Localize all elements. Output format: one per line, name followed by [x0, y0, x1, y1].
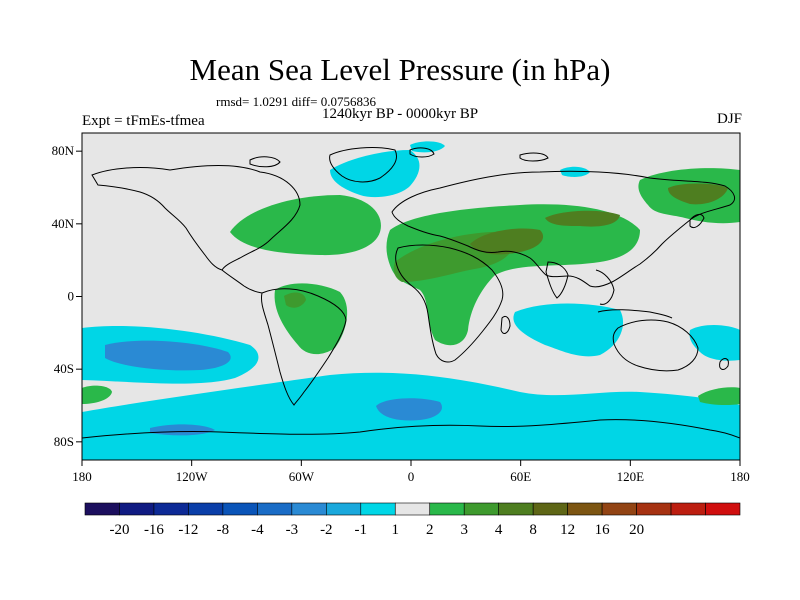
colorbar-label: -4	[251, 522, 264, 538]
period-subtitle: 1240kyr BP - 0000kyr BP	[322, 106, 479, 122]
colorbar: -20 -16 -12 -8 -4 -3 -2 -1 1 2 3 4 8 12 16 20	[84, 502, 741, 538]
colorbar-swatch	[153, 502, 189, 516]
colorbar-swatch	[705, 502, 741, 516]
coast-africa	[395, 244, 504, 363]
lon-tick-label: 60W	[289, 469, 315, 484]
colorbar-label: 4	[495, 522, 503, 538]
colorbar-swatch	[636, 502, 672, 516]
longitude-axis: 180 120W 60W 0 60E 120E 180	[72, 460, 750, 484]
colorbar-label: 3	[460, 522, 468, 538]
indian-ocean-low	[513, 303, 624, 357]
colorbar-swatch	[326, 502, 362, 516]
coast-new-zealand	[719, 358, 729, 370]
coast-indonesia	[597, 309, 673, 319]
central-asia-high-core	[545, 210, 620, 227]
colorbar-label: 20	[629, 522, 644, 538]
lat-tick-label: 40N	[52, 216, 75, 231]
colorbar-swatch	[601, 502, 637, 516]
coast-north-america	[91, 164, 301, 271]
south-atlantic-low-core	[376, 398, 442, 421]
coast-se-asia	[595, 269, 615, 305]
colorbar-swatch	[429, 502, 465, 516]
west-pacific-low	[689, 325, 740, 361]
coast-greenland	[329, 147, 397, 183]
season-label: DJF	[716, 111, 742, 127]
coastlines	[82, 147, 740, 439]
dateline-high	[698, 387, 740, 406]
lon-tick-label: 120W	[176, 469, 209, 484]
coast-europe-asia	[391, 170, 736, 288]
coast-madagascar	[500, 315, 511, 334]
colorbar-label: -8	[217, 522, 230, 538]
colorbar-label: -12	[178, 522, 198, 538]
coast-australia	[612, 319, 699, 372]
lon-tick-label: 120E	[617, 469, 645, 484]
colorbar-swatch	[394, 502, 431, 516]
colorbar-label: 1	[392, 522, 400, 538]
lon-tick-label: 0	[408, 469, 415, 484]
colorbar-swatch	[498, 502, 534, 516]
south-america-high-core	[284, 292, 306, 308]
lat-tick-label: 80N	[52, 143, 75, 158]
lat-tick-label: 40S	[54, 361, 74, 376]
colorbar-swatch	[119, 502, 155, 516]
arabia-high-core	[470, 228, 544, 255]
colorbar-label: -3	[286, 522, 299, 538]
coast-antarctica	[82, 419, 740, 439]
colorbar-label: 16	[595, 522, 611, 538]
colorbar-label: 8	[529, 522, 537, 538]
colorbar-swatch	[360, 502, 396, 516]
lat-tick-label: 80S	[54, 434, 74, 449]
map-title: Mean Sea Level Pressure (in hPa)	[189, 52, 611, 87]
colorbar-swatch	[84, 502, 120, 516]
south-pacific-core-2	[150, 424, 215, 436]
north-atlantic-high	[230, 195, 381, 256]
colorbar-swatch	[291, 502, 327, 516]
colorbar-swatch	[532, 502, 568, 516]
greenland-low	[330, 150, 420, 198]
lon-tick-label: 180	[72, 469, 92, 484]
colorbar-swatch	[222, 502, 258, 516]
experiment-label: Expt = tFmEs-tfmea	[82, 113, 205, 129]
coast-japan	[689, 213, 705, 229]
arctic-low-1	[410, 141, 445, 153]
negative-anomaly-regions	[82, 141, 740, 460]
south-pacific-high	[82, 385, 112, 404]
coast-india	[545, 261, 569, 299]
arctic-low-2	[560, 166, 590, 177]
colorbar-label: 2	[426, 522, 434, 538]
colorbar-label: -2	[320, 522, 333, 538]
rmsd-diff-stats: rmsd= 1.0291 diff= 0.0756836	[216, 94, 376, 109]
lat-tick-label: 0	[68, 289, 75, 304]
colorbar-label: 12	[560, 522, 575, 538]
coast-south-america	[261, 288, 347, 406]
colorbar-swatch	[257, 502, 293, 516]
coast-arctic-islands	[249, 147, 549, 168]
colorbar-label: -1	[355, 522, 368, 538]
south-pacific-low-core	[105, 340, 231, 371]
colorbar-swatch	[188, 502, 224, 516]
coast-central-america	[221, 269, 263, 294]
colorbar-swatch	[670, 502, 706, 516]
north-pacific-high-core	[668, 183, 728, 205]
lon-tick-label: 180	[730, 469, 750, 484]
lon-tick-label: 60E	[510, 469, 531, 484]
colorbar-swatch	[463, 502, 499, 516]
colorbar-swatch	[567, 502, 603, 516]
colorbar-label: -16	[144, 522, 164, 538]
colorbar-label: -20	[109, 522, 129, 538]
latitude-axis: 80N 40N 0 40S 80S	[52, 143, 82, 449]
